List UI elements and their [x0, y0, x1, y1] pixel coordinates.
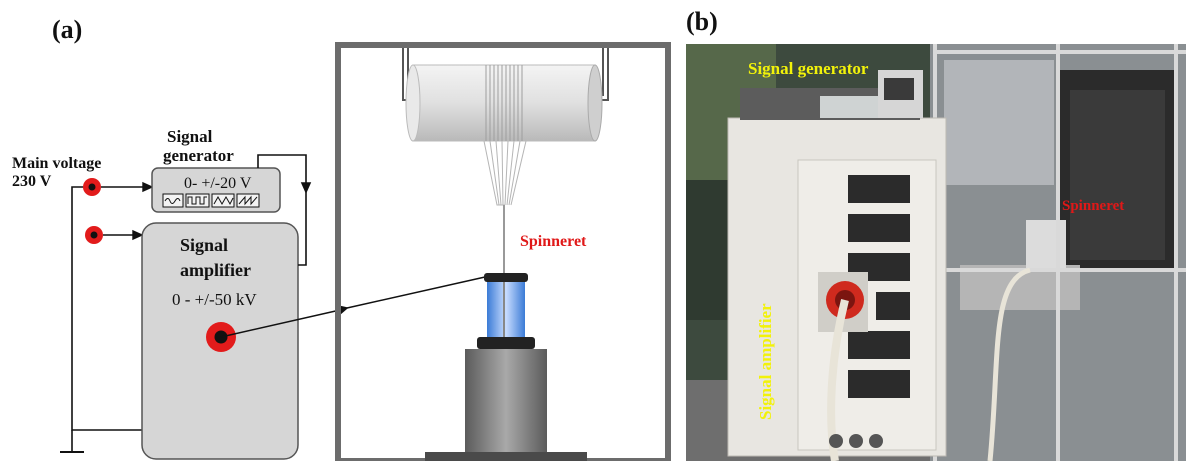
panel-b: (b)	[686, 7, 1186, 461]
sine-wave-icon	[162, 193, 184, 208]
amplifier-label-line2: amplifier	[180, 260, 251, 280]
spinneret-label-a: Spinneret	[520, 233, 587, 250]
panel-a: (a) Main voltage 230 V Signal amplifier …	[12, 15, 671, 461]
generator-range: 0- +/-20 V	[184, 175, 252, 192]
amplifier-label-line1: Signal	[180, 235, 228, 255]
panel-a-label: (a)	[52, 15, 82, 44]
fiber-jet	[483, 140, 527, 206]
collector-chamber	[335, 42, 671, 461]
main-voltage-terminal-2-core	[90, 231, 98, 239]
square-wave-icon	[185, 193, 210, 208]
ground-wiring	[60, 186, 142, 453]
generator-label-line1: Signal	[167, 127, 213, 146]
terminal-arrows	[101, 181, 154, 241]
lab-photo	[686, 44, 1186, 461]
generator-label-line2: generator	[163, 146, 234, 165]
amplifier-range: 0 - +/-50 kV	[172, 290, 257, 309]
spinneret-stand	[425, 349, 587, 461]
main-voltage-terminal-1-core	[88, 183, 96, 191]
photo-label-signal-amplifier: Signal amplifier	[756, 303, 775, 420]
main-voltage-label-line2: 230 V	[12, 173, 52, 190]
photo-label-spinneret: Spinneret	[1062, 198, 1124, 214]
main-voltage-label-line1: Main voltage	[12, 155, 101, 172]
drum-collector	[405, 64, 603, 142]
waveform-glyphs	[164, 195, 258, 206]
triangle-wave-icon	[211, 193, 235, 208]
photo-label-signal-generator: Signal generator	[748, 59, 869, 78]
generator-feedback-wire	[257, 154, 312, 266]
spinneret-assembly	[477, 273, 535, 349]
panel-b-label: (b)	[686, 7, 718, 36]
